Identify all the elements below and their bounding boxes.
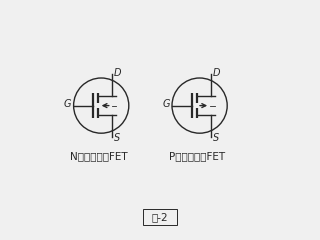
Text: S: S xyxy=(114,133,120,143)
FancyBboxPatch shape xyxy=(143,209,177,225)
Text: 図-2: 図-2 xyxy=(152,212,168,222)
Text: PチャンネルFET: PチャンネルFET xyxy=(169,151,225,161)
Text: S: S xyxy=(212,133,219,143)
Text: D: D xyxy=(114,68,122,78)
Text: G: G xyxy=(162,99,170,109)
Text: D: D xyxy=(212,68,220,78)
Text: NチャンネルFET: NチャンネルFET xyxy=(70,151,128,161)
Text: G: G xyxy=(64,99,71,109)
